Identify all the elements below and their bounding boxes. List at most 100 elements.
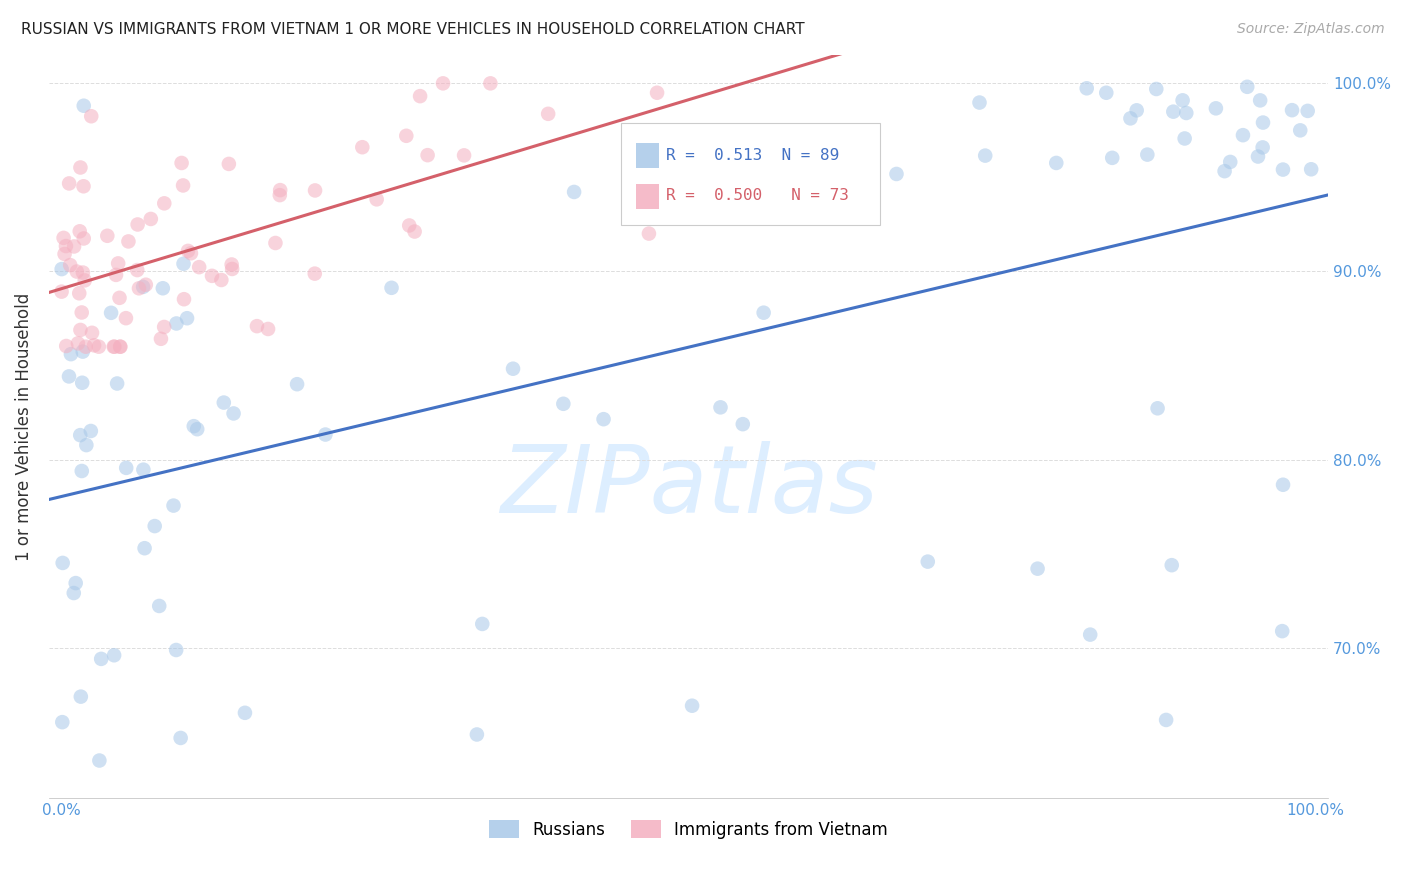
Point	[395, 128, 418, 143]
Point	[974, 148, 997, 162]
Point	[502, 361, 524, 376]
Point	[917, 555, 939, 569]
Point	[165, 317, 187, 331]
Point	[83, 338, 105, 352]
Point	[471, 616, 494, 631]
Point	[51, 285, 73, 299]
Point	[69, 690, 91, 704]
Point	[135, 277, 157, 292]
Point	[1175, 106, 1198, 120]
Point	[709, 401, 731, 415]
Point	[465, 727, 488, 741]
Point	[1232, 128, 1254, 143]
Point	[103, 648, 125, 663]
Point	[269, 183, 291, 197]
Point	[1119, 112, 1142, 126]
Point	[70, 305, 93, 319]
Point	[55, 239, 77, 253]
Point	[127, 218, 149, 232]
Point	[969, 95, 991, 110]
Point	[1205, 101, 1227, 115]
Point	[1125, 103, 1147, 118]
Point	[221, 262, 243, 277]
Point	[105, 268, 128, 282]
Point	[139, 211, 162, 226]
Point	[59, 347, 82, 361]
Point	[59, 258, 82, 272]
Point	[404, 225, 426, 239]
Point	[416, 148, 439, 162]
Point	[69, 161, 91, 175]
Point	[80, 109, 103, 123]
Point	[246, 319, 269, 334]
Point	[1095, 86, 1118, 100]
Point	[222, 407, 245, 421]
Point	[1271, 162, 1294, 177]
Point	[233, 706, 256, 720]
Point	[69, 224, 91, 238]
Point	[62, 586, 84, 600]
Text: ZIPatlas: ZIPatlas	[499, 441, 877, 532]
Point	[100, 306, 122, 320]
Point	[638, 227, 661, 241]
Point	[304, 267, 326, 281]
Point	[752, 306, 775, 320]
Point	[177, 244, 200, 258]
Point	[73, 273, 96, 287]
Point	[63, 239, 86, 253]
Point	[132, 463, 155, 477]
Point	[66, 264, 89, 278]
Point	[453, 148, 475, 162]
Point	[398, 219, 420, 233]
Point	[1272, 477, 1295, 491]
Point	[304, 183, 326, 197]
Point	[75, 340, 97, 354]
Point	[201, 268, 224, 283]
Point	[53, 247, 76, 261]
Point	[1251, 115, 1274, 129]
Point	[80, 326, 103, 340]
Point	[110, 340, 132, 354]
Point	[105, 376, 128, 391]
Point	[1045, 156, 1067, 170]
Point	[115, 461, 138, 475]
Point	[153, 196, 176, 211]
Point	[1101, 151, 1123, 165]
Point	[66, 336, 89, 351]
Point	[1249, 94, 1271, 108]
Point	[117, 235, 139, 249]
Point	[537, 107, 560, 121]
Point	[645, 86, 668, 100]
Point	[269, 188, 291, 202]
Point	[90, 652, 112, 666]
Point	[169, 731, 191, 745]
Point	[562, 185, 585, 199]
Point	[1219, 155, 1241, 169]
Point	[108, 291, 131, 305]
Point	[128, 281, 150, 295]
Point	[1213, 164, 1236, 178]
Text: Source: ZipAtlas.com: Source: ZipAtlas.com	[1237, 22, 1385, 37]
Text: RUSSIAN VS IMMIGRANTS FROM VIETNAM 1 OR MORE VEHICLES IN HOUSEHOLD CORRELATION C: RUSSIAN VS IMMIGRANTS FROM VIETNAM 1 OR …	[21, 22, 804, 37]
Point	[1174, 131, 1197, 145]
Point	[1301, 162, 1323, 177]
Point	[1296, 103, 1319, 118]
Point	[69, 428, 91, 442]
Point	[143, 519, 166, 533]
Point	[1144, 82, 1167, 96]
Point	[1171, 93, 1194, 107]
Text: R =  0.513  N = 89: R = 0.513 N = 89	[666, 148, 839, 163]
Point	[188, 260, 211, 274]
Point	[103, 340, 125, 354]
Point	[1163, 104, 1185, 119]
Point	[127, 263, 149, 277]
Point	[58, 177, 80, 191]
Point	[173, 292, 195, 306]
Point	[172, 178, 194, 193]
Point	[1026, 562, 1049, 576]
Point	[72, 179, 94, 194]
Point	[592, 412, 614, 426]
Point	[87, 340, 110, 354]
Point	[107, 256, 129, 270]
Legend: Russians, Immigrants from Vietnam: Russians, Immigrants from Vietnam	[482, 814, 894, 846]
